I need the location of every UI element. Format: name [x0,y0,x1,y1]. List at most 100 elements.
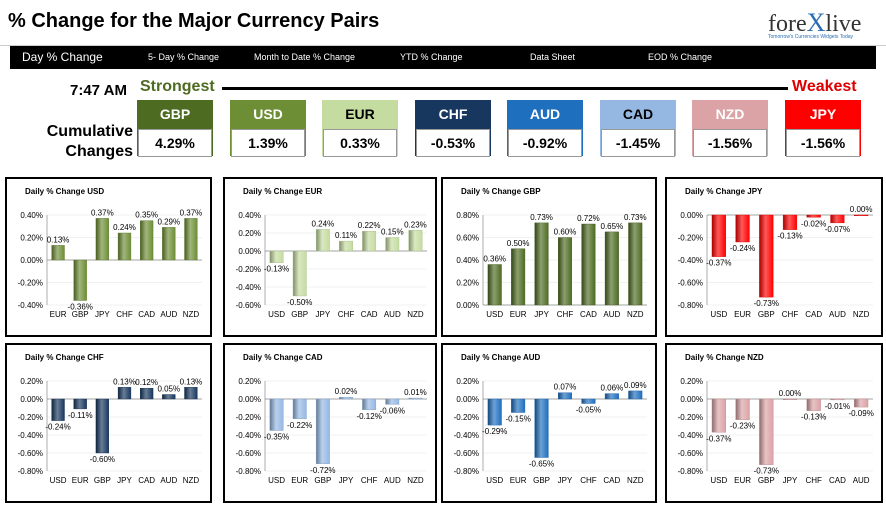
chart-title: Daily % Change NZD [685,353,764,362]
x-category-label: EUR [510,476,527,485]
data-label: 0.13% [180,377,203,386]
y-tick-label: 0.20% [20,234,43,243]
bar-cad [806,214,821,218]
tile-change-value: -1.56% [693,129,767,157]
tile-currency-label: AUD [529,106,561,122]
data-label: -0.60% [90,455,115,464]
tile-change-value: -1.45% [601,129,675,157]
chart-title: Daily % Change GBP [461,187,541,196]
nav-5day-change[interactable]: 5- Day % Change [148,52,220,62]
y-tick-label: -0.60% [18,449,43,458]
bar-chart-svg: 0.80% 0.60% 0.40% 0.20% 0.00% 0.36% USD 0.50% EU… [456,211,647,319]
bar-cad [604,393,619,400]
y-tick-label: 0.00% [680,395,703,404]
tile-cad: CAD -1.45% [600,100,676,157]
bar-jpy [339,397,353,400]
x-category-label: GBP [94,476,111,485]
x-category-label: NZD [627,476,644,485]
tile-nzd: NZD -1.56% [692,100,768,157]
x-category-label: CAD [361,310,378,319]
bar-aud [385,237,400,252]
data-label: 0.15% [381,228,404,237]
data-label: -0.09% [848,409,873,418]
bar-cad [581,223,596,306]
bar-jpy [558,392,572,400]
data-label: -0.72% [310,466,335,475]
tile-jpy: JPY -1.56% [785,100,861,157]
data-label: 0.00% [779,389,802,398]
x-category-label: NZD [407,476,424,485]
forexlive-logo[interactable]: foreXlive [768,8,861,38]
x-category-label: CAD [603,476,620,485]
nav-day-change[interactable]: Day % Change [22,50,103,64]
y-tick-label: -0.20% [678,413,703,422]
x-category-label: USD [486,310,503,319]
x-category-label: GBP [291,310,308,319]
data-label: -0.23% [730,422,755,431]
bar-nzd [408,397,423,400]
data-label: -0.24% [45,423,70,432]
data-label: -0.01% [825,402,850,411]
data-label: 0.24% [312,219,335,228]
nav-ytd-change[interactable]: YTD % Change [400,52,463,62]
x-category-label: CHF [805,476,822,485]
data-label: -0.22% [287,421,312,430]
data-label: 0.37% [91,208,114,217]
bar-aud [830,214,845,224]
chart-panel-gbp: Daily % Change GBP 0.80% 0.60% 0.40% 0.20% 0.… [441,177,657,337]
data-label: 0.24% [113,223,136,232]
x-category-label: NZD [627,310,644,319]
y-tick-label: -0.60% [236,301,261,310]
data-label: -0.05% [576,406,601,415]
x-category-label: JPY [117,476,132,485]
bar-cad [362,231,377,252]
data-label: 0.73% [624,213,647,222]
tile-gbp: GBP 4.29% [137,100,213,157]
x-category-label: CAD [580,310,597,319]
y-tick-label: 0.00% [20,395,43,404]
x-category-label: USD [710,476,727,485]
tile-currency-label: CAD [622,106,654,122]
bar-aud [854,398,869,408]
y-tick-label: -0.20% [236,265,261,274]
data-label: 0.23% [404,220,427,229]
data-label: 0.00% [850,205,873,214]
tile-change-value: 0.33% [323,129,397,157]
y-tick-label: -0.60% [678,279,703,288]
page-title: % Change for the Major Currency Pairs [8,10,380,32]
data-label: -0.73% [754,299,779,308]
tile-currency-label: CHF [438,106,468,122]
y-tick-label: 0.40% [456,256,479,265]
x-category-label: CAD [138,310,155,319]
bar-chart-svg: 0.20% 0.00% -0.20% -0.40% -0.60% -0.80% -0.24%… [18,377,203,485]
chart-title: Daily % Change JPY [685,187,763,196]
chart-panel-aud: Daily % Change AUD 0.20% 0.00% -0.20% -0.40%… [441,343,657,503]
bar-jpy [117,387,132,400]
data-label: -0.13% [264,265,289,274]
nav-month-to-date[interactable]: Month to Date % Change [254,52,356,62]
x-category-label: EUR [72,476,89,485]
bar-jpy [315,229,330,252]
data-label: 0.72% [577,214,600,223]
logo-text-x: X [806,8,826,37]
nav-data-sheet[interactable]: Data Sheet [530,52,576,62]
tile-usd: USD 1.39% [230,100,306,157]
bar-gbp [759,398,774,465]
chart-panel-eur: Daily % Change EUR 0.40% 0.20% 0.00% -0.20% -… [223,177,437,337]
bar-cad [830,398,845,401]
bar-chart-svg: 0.00% -0.20% -0.40% -0.60% -0.80% -0.37% USD -0… [678,205,873,319]
data-label: 0.65% [601,222,624,231]
x-category-label: JPY [95,310,110,319]
nav-eod-change[interactable]: EOD % Change [648,52,713,62]
tile-currency-label: JPY [809,106,837,122]
y-tick-label: -0.40% [678,431,703,440]
y-tick-label: 0.80% [456,211,479,220]
y-tick-label: 0.60% [456,234,479,243]
y-tick-label: 0.20% [456,377,479,386]
bar-chart-svg: 0.20% 0.00% -0.20% -0.40% -0.60% -0.80% -0.29%… [454,377,647,485]
tile-change-value: 4.29% [138,129,212,157]
data-label: 0.12% [135,378,158,387]
bar-chf [117,232,132,261]
bar-usd [711,398,726,433]
bar-chf [339,240,353,252]
